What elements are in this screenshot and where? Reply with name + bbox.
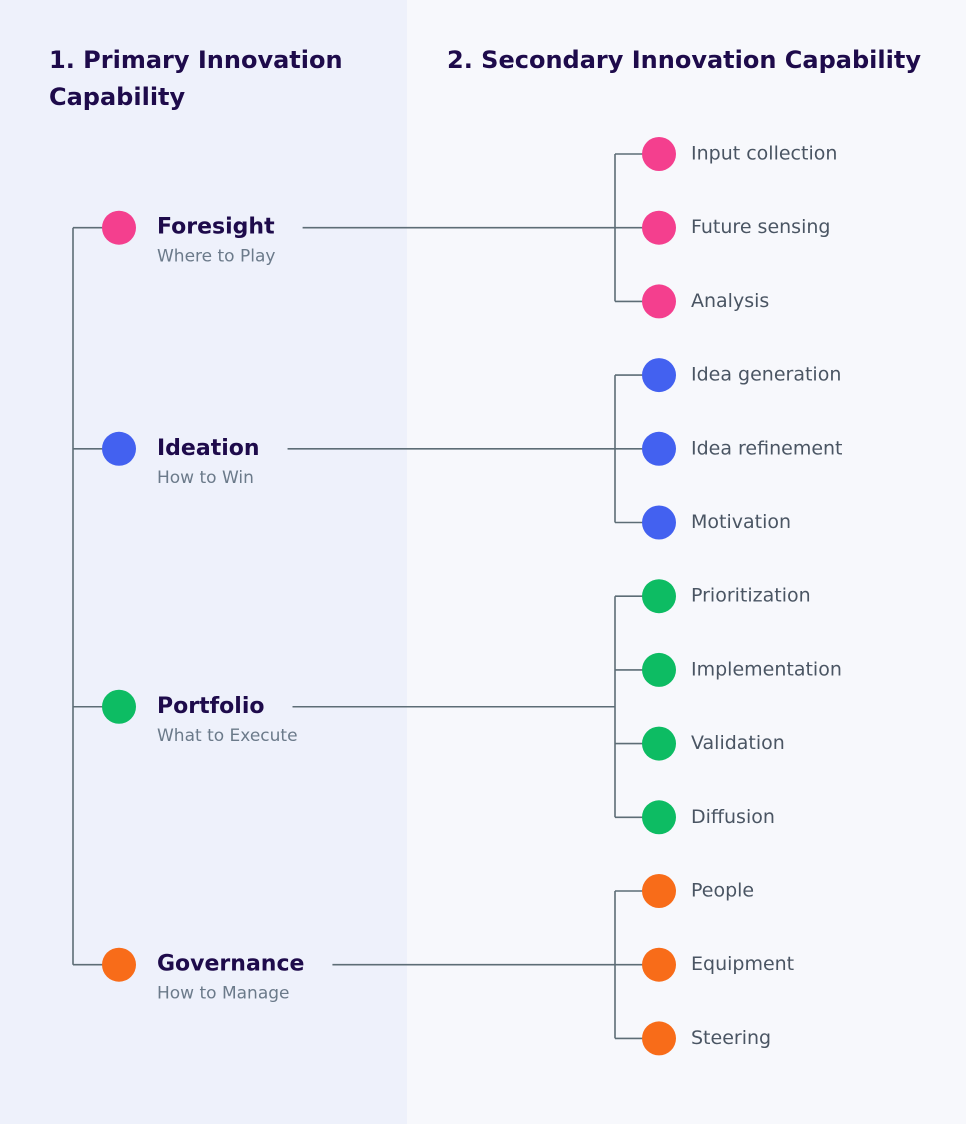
child-label: People (691, 880, 754, 902)
primary-label: Foresight (157, 215, 275, 240)
child-dot (642, 358, 676, 393)
left-title: 1. Primary Innovation Capability (49, 46, 343, 111)
right-title: 2. Secondary Innovation Capability (447, 46, 921, 74)
primary-subtitle: How to Win (157, 468, 254, 488)
child-label: Idea generation (691, 364, 841, 386)
child-dot (642, 284, 676, 319)
child-label: Steering (691, 1027, 771, 1049)
child-dot (642, 800, 676, 835)
primary-dot (102, 431, 136, 466)
child-dot (642, 431, 676, 466)
child-dot (642, 210, 676, 245)
child-label: Equipment (691, 953, 794, 975)
primary-subtitle: Where to Play (157, 247, 275, 267)
child-dot (642, 947, 676, 982)
child-label: Idea refinement (691, 437, 843, 459)
child-label: Prioritization (691, 585, 811, 607)
child-label: Implementation (691, 658, 842, 680)
child-dot (642, 652, 676, 687)
child-label: Diffusion (691, 806, 775, 828)
child-label: Motivation (691, 511, 791, 533)
primary-label: Governance (157, 952, 304, 977)
primary-dot (102, 947, 136, 982)
child-label: Validation (691, 732, 785, 754)
child-label: Future sensing (691, 216, 830, 238)
child-label: Analysis (691, 290, 769, 312)
primary-subtitle: What to Execute (157, 726, 298, 746)
child-dot (642, 137, 676, 171)
primary-dot (102, 210, 136, 245)
primary-dot (102, 689, 136, 724)
primary-label: Ideation (157, 436, 260, 461)
child-label: Input collection (691, 143, 837, 165)
child-dot (642, 1021, 676, 1056)
left-panel (0, 0, 407, 1124)
child-dot (642, 874, 676, 908)
primary-subtitle: How to Manage (157, 984, 290, 1004)
child-dot (642, 726, 676, 761)
child-dot (642, 505, 676, 540)
child-dot (642, 579, 676, 614)
primary-label: Portfolio (157, 694, 265, 719)
